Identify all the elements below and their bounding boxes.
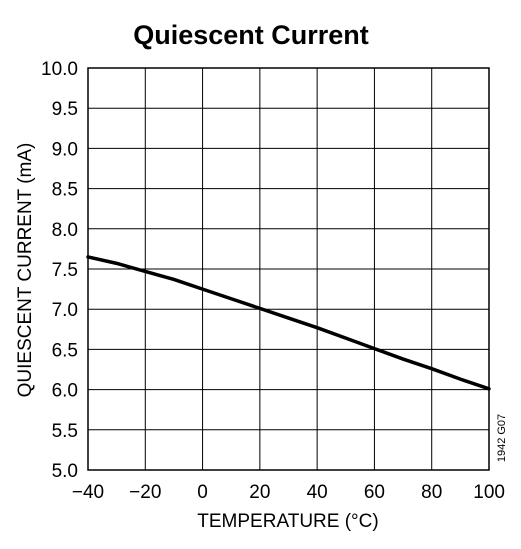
x-tick-label: 100	[473, 482, 505, 503]
y-tick-label: 6.5	[52, 340, 78, 361]
plot-frame	[87, 67, 490, 471]
y-tick-labels: 5.0 5.5 6.0 6.5 7.0 7.5 8.0 8.5 9.0 9.5 10.0	[41, 59, 78, 482]
y-tick-label: 9.5	[52, 99, 78, 120]
x-tick-label: −20	[129, 482, 161, 503]
y-tick-label: 9.0	[52, 139, 78, 160]
x-tick-label: 40	[307, 482, 328, 503]
y-tick-label: 8.5	[52, 180, 78, 201]
y-tick-label: 10.0	[41, 59, 78, 80]
y-axis-label: QUIESCENT CURRENT (mA)	[15, 143, 36, 398]
x-tick-label: 20	[249, 482, 270, 503]
y-tick-label: 8.0	[52, 220, 78, 241]
x-tick-labels: −40 −20 0 20 40 60 80 100	[72, 482, 505, 503]
x-tick-label: 0	[197, 482, 208, 503]
grid-lines	[88, 68, 489, 470]
x-tick-label: 60	[364, 482, 385, 503]
x-tick-label: 80	[421, 482, 442, 503]
y-tick-label: 5.5	[52, 421, 78, 442]
x-tick-label: −40	[72, 482, 104, 503]
x-axis-label: TEMPERATURE (°C)	[197, 511, 378, 532]
series-line	[86, 255, 491, 391]
y-tick-label: 6.0	[52, 381, 78, 402]
y-tick-label: 7.5	[52, 260, 78, 281]
figure-code: 1942 G07	[496, 414, 508, 462]
y-tick-label: 7.0	[52, 300, 78, 321]
y-tick-label: 5.0	[52, 461, 78, 482]
chart-title: Quiescent Current	[133, 20, 369, 50]
